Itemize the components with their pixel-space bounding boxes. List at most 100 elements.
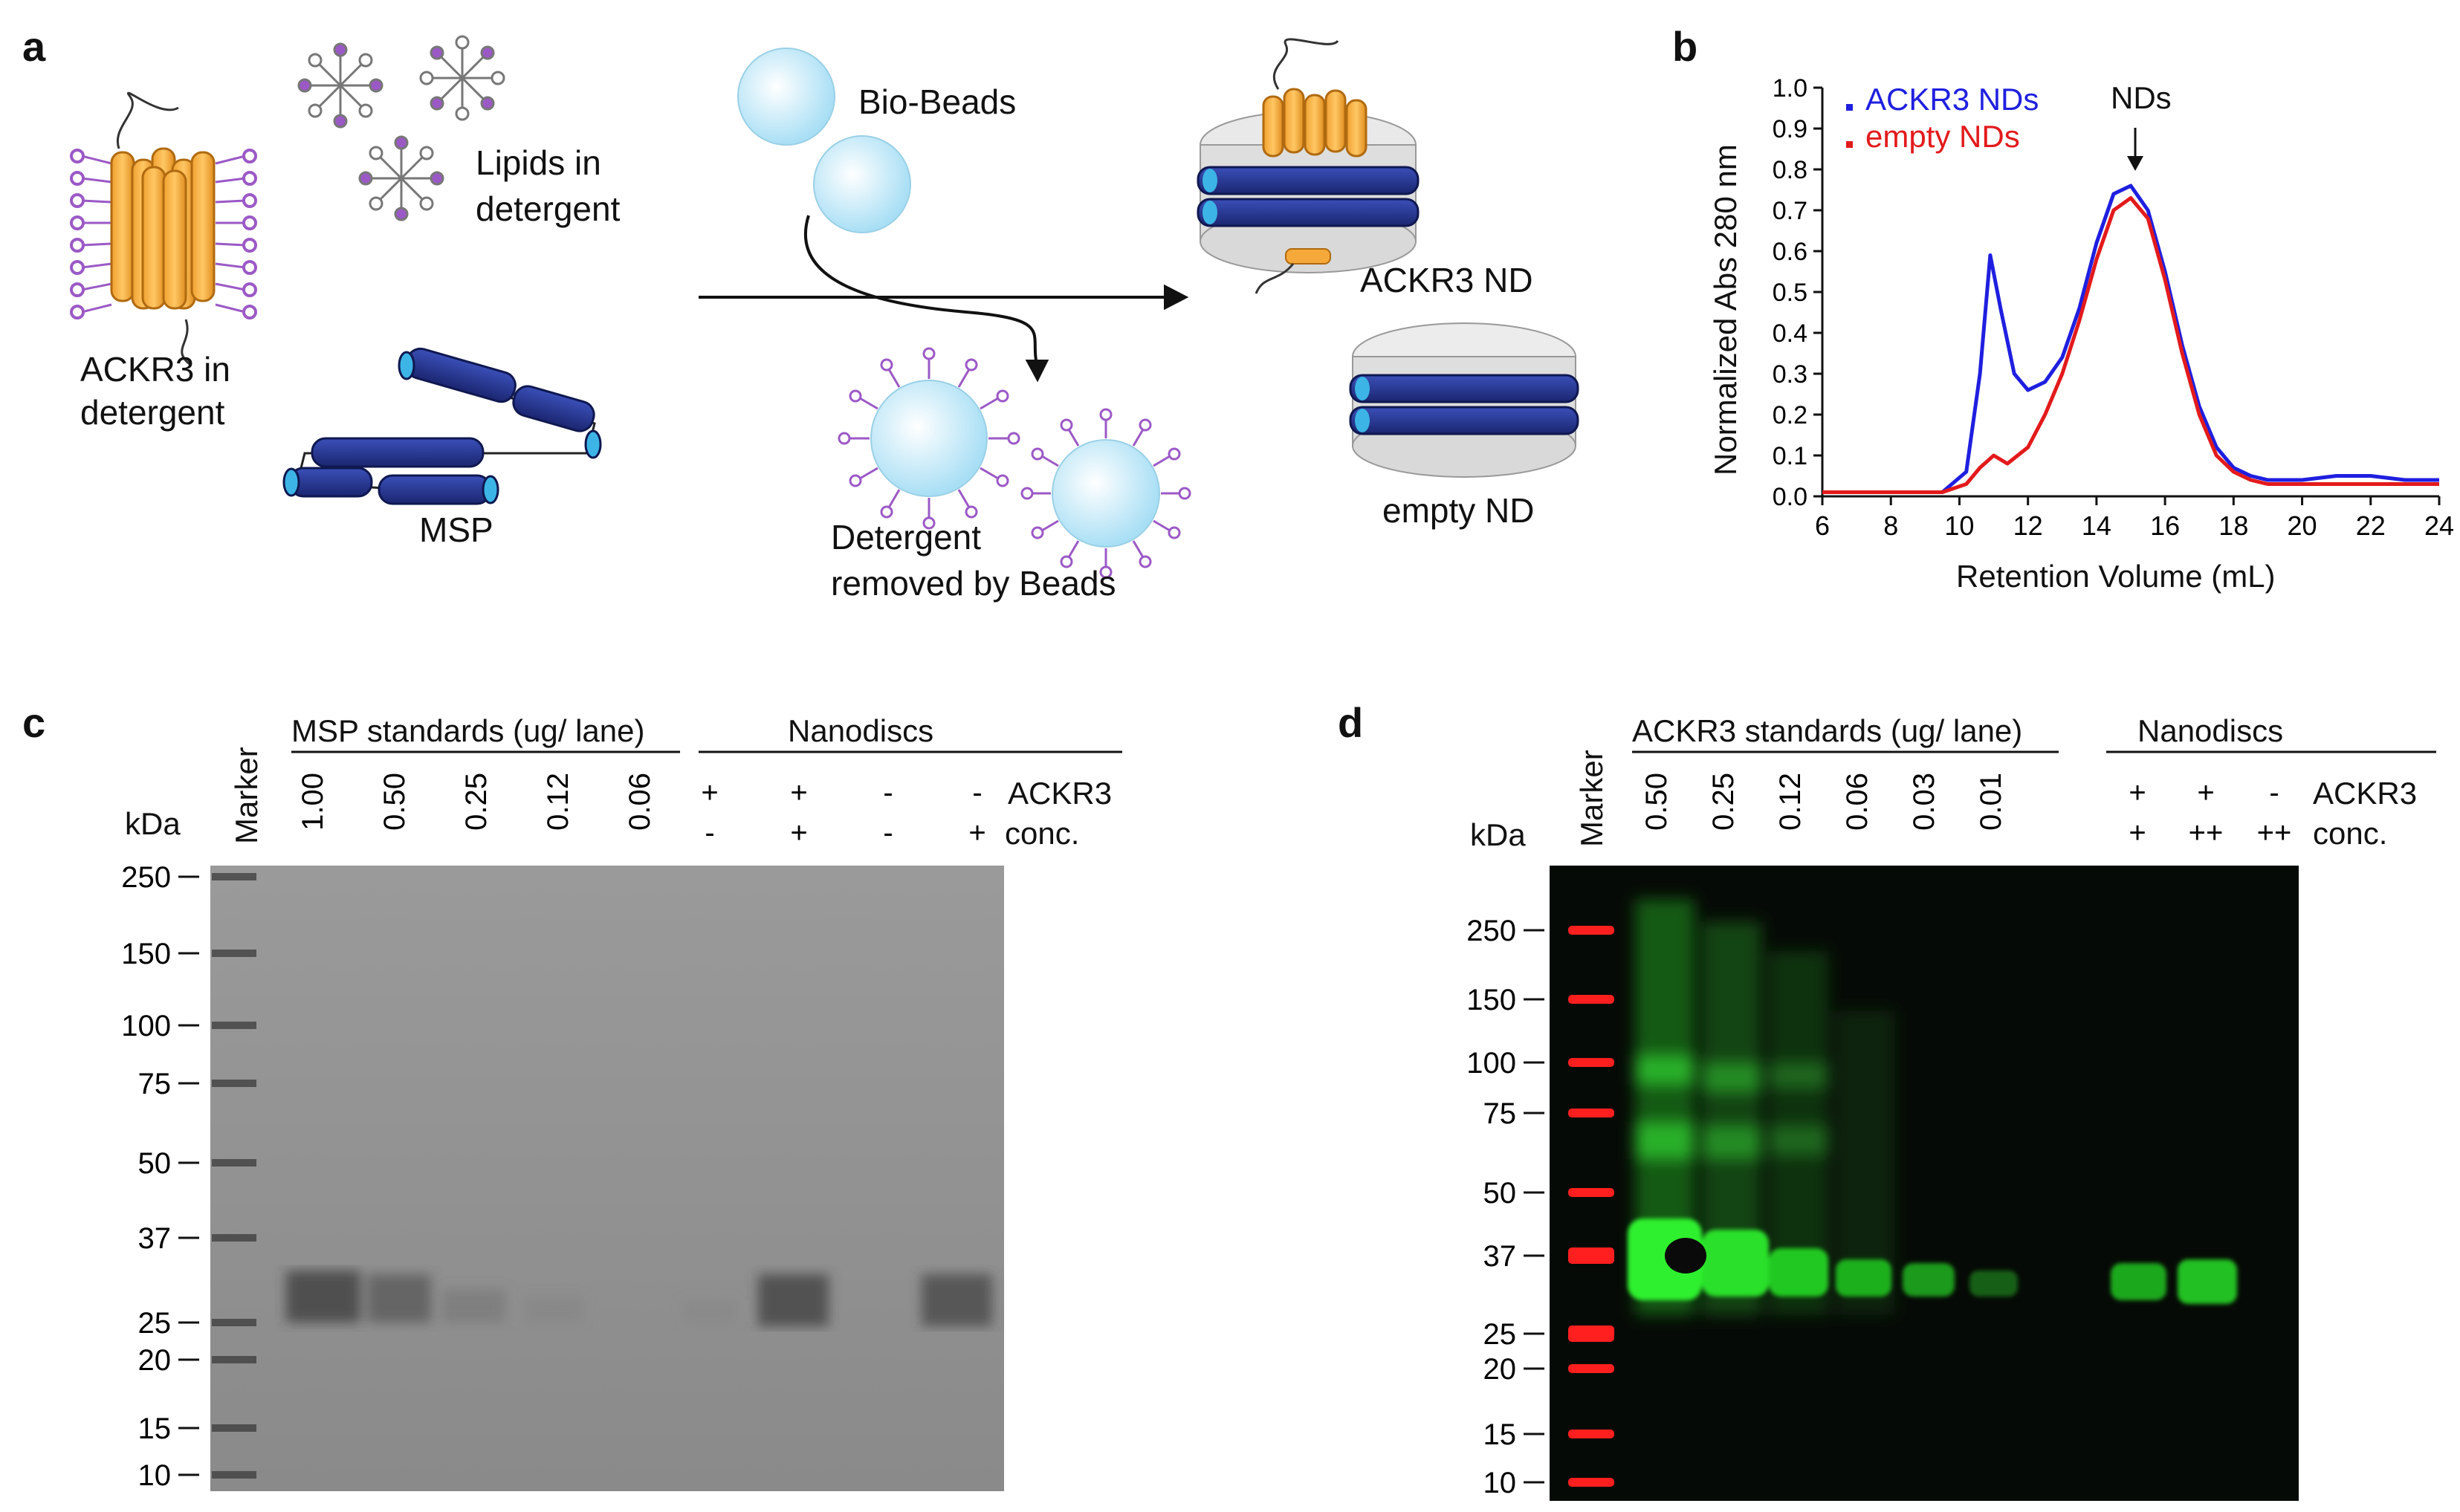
gel-c-mw-label: 20 [138, 1344, 172, 1377]
gel-c-ladder [212, 873, 256, 1479]
blot-d-ladder-band [1568, 1478, 1614, 1487]
blot-d-band-lane-6 [1969, 1271, 2018, 1297]
panel-a-illustration [70, 35, 1579, 579]
blot-d-band-lane-3 [1769, 1248, 1828, 1297]
gel-c-ladder-band [212, 1356, 256, 1363]
detergent-removed-label-1: Detergent [831, 518, 982, 557]
blot-d-band-nd-2 [2178, 1259, 2237, 1304]
gel-c-bands [286, 1271, 992, 1326]
gel-c-mw-label: 25 [138, 1307, 172, 1340]
y-tick-label: 0.0 [1773, 483, 1807, 511]
blot-d-mw-label: 75 [1483, 1097, 1517, 1130]
blot-d-band-lane-4 [1836, 1259, 1891, 1297]
msp-label: MSP [419, 510, 493, 549]
gel-c-mw-label: 100 [121, 1010, 171, 1042]
blot-d-mw-label: 250 [1466, 915, 1516, 947]
chart-series [1822, 104, 2439, 494]
gel-c-conc-mark: - [883, 817, 893, 849]
blot-d-lane-label: 0.03 [1908, 773, 1941, 831]
gel-c-ladder-band [212, 950, 256, 957]
x-tick-label: 16 [2150, 510, 2180, 541]
gel-c-lane-labels: 1.00 0.50 0.25 0.12 0.06 + + - - - + - + [297, 773, 986, 849]
blot-d-ladder-band [1568, 926, 1614, 935]
gel-c-group-nanodiscs: Nanodiscs [788, 713, 934, 748]
blot-d-conc-mark: + [2129, 817, 2146, 849]
empty-nd-label: empty ND [1382, 491, 1535, 530]
blot-d-mw-label: 25 [1483, 1318, 1517, 1351]
blot-d-lane-label: 0.01 [1975, 773, 2007, 831]
blot-d-ladder-band [1568, 1188, 1614, 1197]
x-tick-label: 18 [2218, 510, 2248, 541]
blot-d-kda-label: kDa [1470, 817, 1526, 852]
y-tick-label: 1.0 [1773, 74, 1807, 103]
blot-d-ladder-band [1568, 1058, 1614, 1067]
gel-c-lane-label: 0.25 [460, 773, 493, 831]
gel-c-ackr3-mark: - [972, 776, 982, 809]
x-tick-label: 10 [1944, 510, 1974, 541]
gel-c-mw-label: 150 [121, 938, 171, 970]
ackr3-detergent-label-1: ACKR3 in [80, 350, 230, 389]
legend-entry-empty: empty NDs [1865, 119, 2020, 154]
gel-c-ladder-band [212, 1471, 256, 1479]
chart-annotations [2127, 128, 2143, 171]
gel-c-band-lane-9 [922, 1274, 992, 1326]
x-tick-label: 12 [2013, 510, 2043, 541]
gel-c-band-lane-6 [684, 1300, 736, 1323]
ackr3-detergent-illustration [70, 91, 257, 366]
blot-d-conc-mark: ++ [2257, 817, 2292, 849]
x-tick-label: 24 [2424, 510, 2454, 541]
blot-d-ladder [1568, 926, 1614, 1487]
blot-d-mw-label: 20 [1483, 1353, 1517, 1386]
blot-d-ackr3-mark: + [2129, 776, 2146, 809]
y-tick-label: 0.1 [1773, 442, 1807, 470]
gel-c-mw-markers: 250 150 100 75 50 37 25 20 15 10 [121, 861, 199, 1492]
blot-d-conc-mark: ++ [2189, 817, 2224, 849]
gel-c-conc-mark: - [705, 817, 714, 849]
ackr3-nanodisc-illustration [1197, 38, 1420, 294]
lipid-micelle-illustration [297, 35, 505, 221]
y-tick-label: 0.9 [1773, 115, 1807, 143]
x-tick-label: 6 [1815, 510, 1830, 541]
detergent-coated-beads-illustration [838, 347, 1191, 579]
gel-c-ackr3-mark: + [790, 776, 807, 809]
x-tick-label: 14 [2082, 510, 2111, 541]
gel-c-band-lane-1 [286, 1271, 360, 1323]
legend-entry-ackr3: ACKR3 NDs [1865, 82, 2039, 117]
legend-marker [1846, 141, 1853, 148]
y-tick-label: 0.8 [1773, 156, 1807, 184]
gel-c-ladder-band [212, 1022, 256, 1029]
chart-xlabel: Retention Volume (mL) [1956, 559, 2276, 594]
y-tick-label: 0.7 [1773, 197, 1807, 225]
gel-c-mw-label: 10 [138, 1459, 172, 1492]
sec-chromatogram: 6 8 10 12 14 16 18 20 22 24 0.0 0.1 0.2 0.3 0.4 0.5 0.6 0… [1773, 74, 2454, 541]
nds-arrow-label: NDs [2111, 80, 2172, 115]
gel-c-conc-mark: + [968, 817, 985, 849]
gel-c-lane-label: 0.50 [378, 773, 411, 831]
y-tick-label: 0.3 [1773, 360, 1807, 389]
blot-d-ladder-band [1568, 1109, 1614, 1117]
biobeads-label: Bio-Beads [858, 82, 1017, 121]
msp-illustration [282, 347, 602, 505]
gel-c-conc-mark: + [790, 817, 807, 849]
gel-c-mw-label: 50 [138, 1147, 172, 1180]
series-line-ackr3-nds [1822, 184, 2439, 494]
panel-a-letter: a [22, 23, 46, 70]
lipids-label-1: Lipids in [476, 143, 601, 182]
blot-d-band-lane-2 [1702, 1230, 1769, 1297]
blot-d-ladder-band [1568, 1247, 1614, 1264]
gel-c-mw-label: 37 [138, 1222, 172, 1255]
gel-c-ackr3-mark: - [883, 776, 893, 809]
gel-c-ladder-band [212, 1159, 256, 1167]
blot-d-ackr3-mark: + [2197, 776, 2214, 809]
detergent-removed-label-2: removed by Beads [831, 564, 1116, 603]
gel-c-lane-label: 1.00 [297, 773, 329, 831]
blot-d-conc-row-label: conc. [2313, 816, 2388, 851]
blot-d-mw-label: 37 [1483, 1240, 1517, 1273]
blot-d-ackr3-mark: - [2269, 776, 2279, 809]
blot-d-band-lane-5 [1903, 1263, 1955, 1297]
y-tick-label: 0.6 [1773, 238, 1807, 266]
x-tick-label: 8 [1883, 510, 1898, 541]
